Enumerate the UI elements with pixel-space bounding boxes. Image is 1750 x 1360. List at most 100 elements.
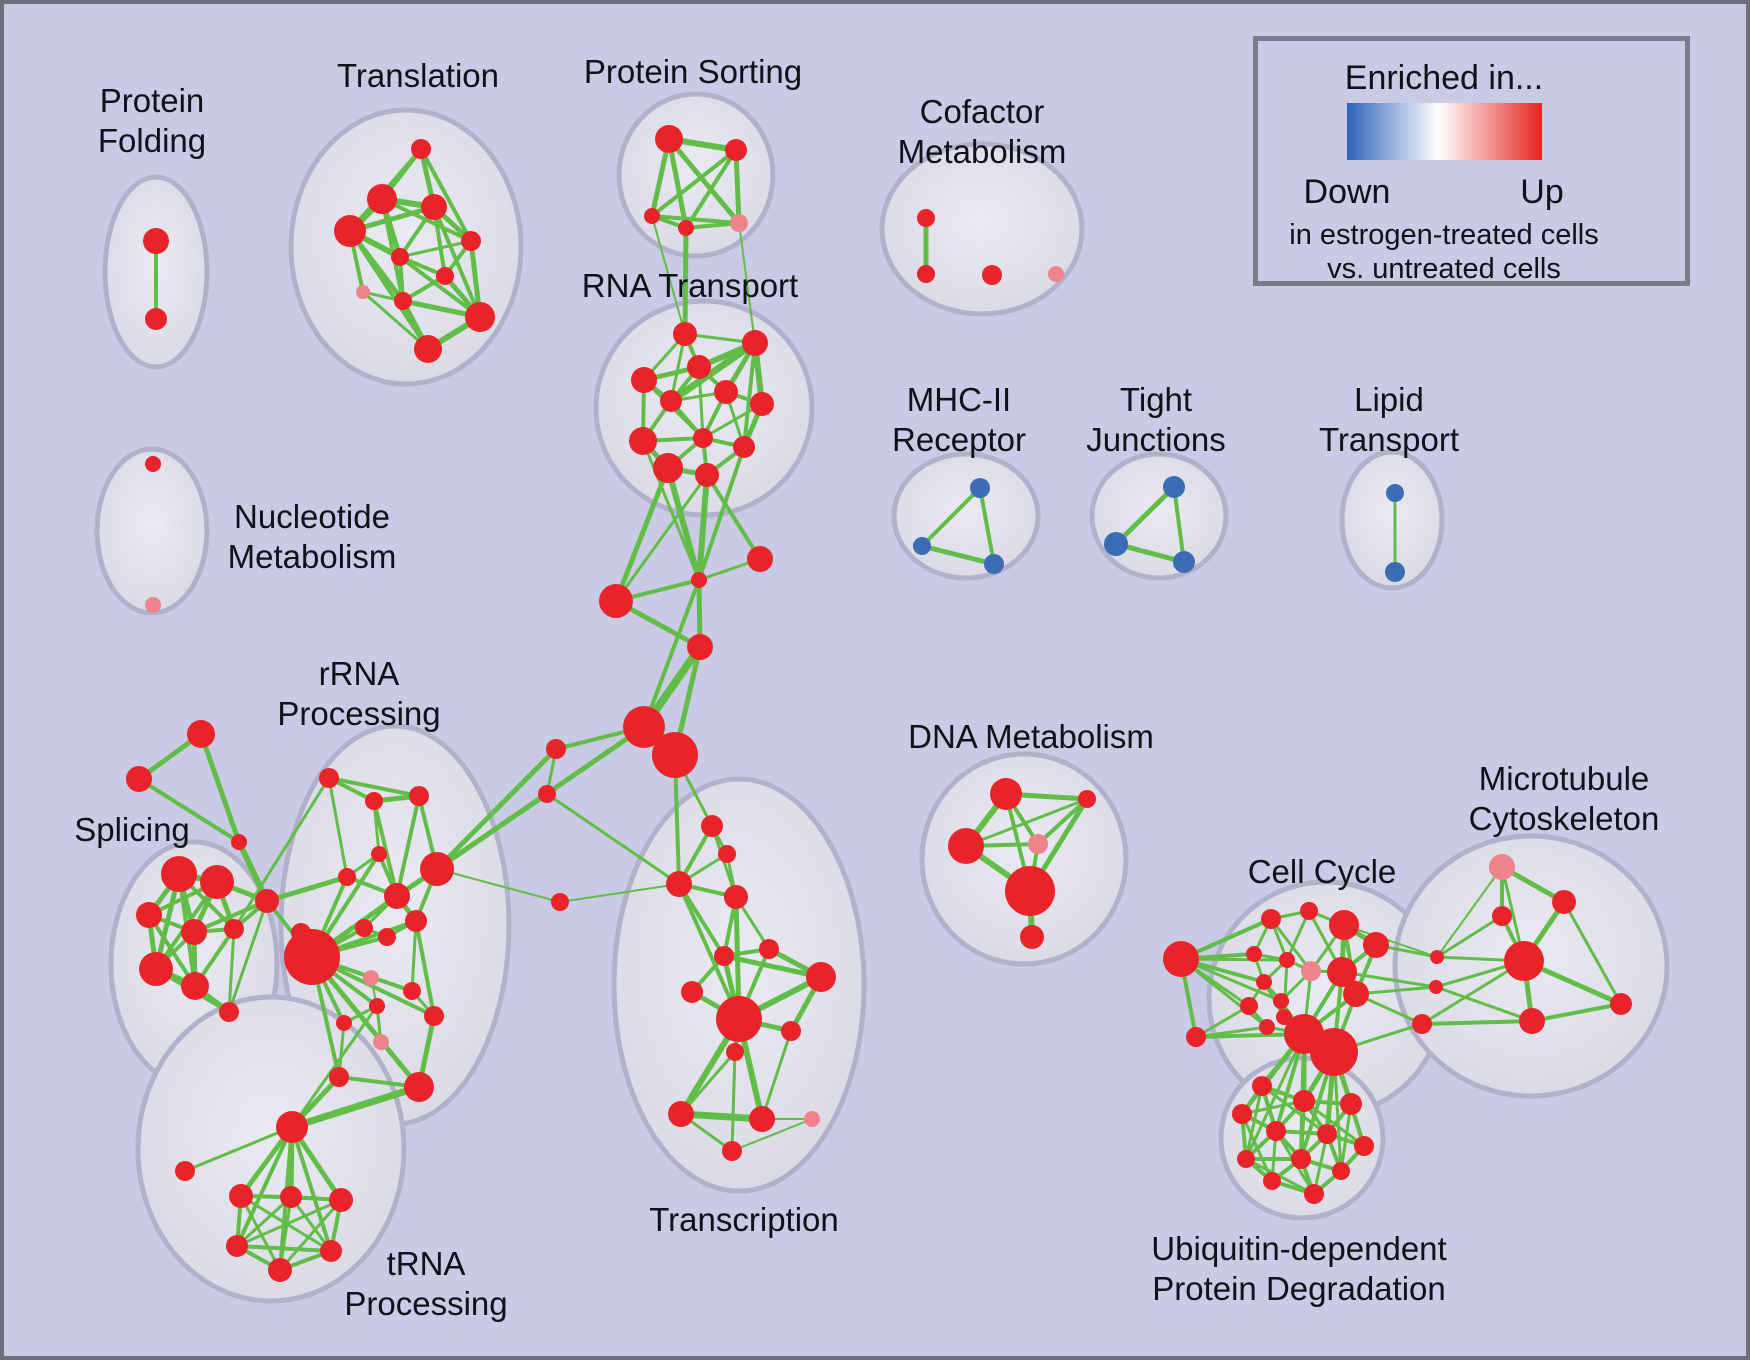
node-nb[interactable]	[599, 584, 633, 618]
node-tr2[interactable]	[718, 845, 736, 863]
node-x2[interactable]	[126, 766, 152, 792]
node-cc3[interactable]	[1329, 910, 1359, 940]
node-ra12[interactable]	[369, 998, 385, 1014]
node-ra2[interactable]	[365, 792, 383, 810]
node-hubb[interactable]	[652, 732, 698, 778]
node-ra14[interactable]	[424, 1006, 444, 1026]
node-s1[interactable]	[161, 856, 197, 892]
node-tl[interactable]	[175, 1161, 195, 1181]
node-rt4[interactable]	[687, 355, 711, 379]
node-ra5[interactable]	[338, 868, 356, 886]
node-tj1[interactable]	[1163, 476, 1185, 498]
node-t4[interactable]	[334, 215, 366, 247]
node-tr1[interactable]	[701, 815, 723, 837]
node-s8[interactable]	[219, 1002, 239, 1022]
node-rt1[interactable]	[673, 322, 697, 346]
node-ub5[interactable]	[1266, 1121, 1286, 1141]
node-ra3[interactable]	[409, 786, 429, 806]
node-cm2[interactable]	[917, 265, 935, 283]
node-tn6[interactable]	[268, 1258, 292, 1282]
node-ps5[interactable]	[730, 214, 748, 232]
node-cc1[interactable]	[1261, 909, 1281, 929]
node-pf2[interactable]	[145, 308, 167, 330]
node-tr15[interactable]	[722, 1141, 742, 1161]
node-rp2[interactable]	[373, 1034, 389, 1050]
node-cm4[interactable]	[1048, 266, 1064, 282]
node-s7[interactable]	[181, 972, 209, 1000]
node-s5[interactable]	[224, 919, 244, 939]
node-cc10[interactable]	[1343, 981, 1369, 1007]
node-d5[interactable]	[1005, 866, 1055, 916]
node-d6[interactable]	[1020, 925, 1044, 949]
node-ps3[interactable]	[644, 208, 660, 224]
node-ub6[interactable]	[1317, 1124, 1337, 1144]
node-nm1[interactable]	[145, 456, 161, 472]
node-tr5[interactable]	[759, 939, 779, 959]
node-cm3[interactable]	[982, 265, 1002, 285]
node-tr9[interactable]	[716, 996, 762, 1042]
node-mh3[interactable]	[984, 554, 1004, 574]
node-ub9[interactable]	[1291, 1149, 1311, 1169]
node-ub1[interactable]	[1252, 1076, 1272, 1096]
node-tj3[interactable]	[1173, 551, 1195, 573]
node-x3[interactable]	[231, 834, 247, 850]
node-mh1[interactable]	[970, 478, 990, 498]
node-huba[interactable]	[623, 706, 665, 748]
node-d1[interactable]	[990, 778, 1022, 810]
node-ub3[interactable]	[1340, 1093, 1362, 1115]
node-tr10[interactable]	[781, 1021, 801, 1041]
node-s4[interactable]	[181, 919, 207, 945]
node-cc2[interactable]	[1300, 902, 1318, 920]
node-tj2[interactable]	[1104, 532, 1128, 556]
node-ub4[interactable]	[1232, 1104, 1252, 1124]
node-ra10[interactable]	[378, 928, 396, 946]
node-lt1[interactable]	[1386, 484, 1404, 502]
node-cc7[interactable]	[1301, 961, 1321, 981]
node-r2[interactable]	[747, 546, 773, 572]
node-ra4[interactable]	[371, 846, 387, 862]
node-t5[interactable]	[461, 231, 481, 251]
node-rt10[interactable]	[733, 436, 755, 458]
node-ps1[interactable]	[655, 125, 683, 153]
node-d4[interactable]	[1028, 834, 1048, 854]
node-tn2[interactable]	[280, 1186, 302, 1208]
node-ra16[interactable]	[404, 1072, 434, 1102]
node-ra11[interactable]	[403, 982, 421, 1000]
node-tn4[interactable]	[226, 1235, 248, 1257]
node-tr7[interactable]	[806, 962, 836, 992]
node-t7[interactable]	[436, 267, 454, 285]
node-mj2[interactable]	[1429, 980, 1443, 994]
node-t1[interactable]	[411, 139, 431, 159]
node-rt3[interactable]	[631, 367, 657, 393]
node-tr11[interactable]	[726, 1043, 744, 1061]
node-rt2[interactable]	[742, 330, 768, 356]
node-ps2[interactable]	[725, 139, 747, 161]
node-ra13[interactable]	[336, 1015, 352, 1031]
node-lt2[interactable]	[1385, 562, 1405, 582]
node-tr8[interactable]	[681, 981, 703, 1003]
node-cm1[interactable]	[917, 209, 935, 227]
node-s2[interactable]	[200, 865, 234, 899]
node-t3[interactable]	[421, 194, 447, 220]
node-d3[interactable]	[948, 828, 984, 864]
node-rb[interactable]	[420, 852, 454, 886]
node-rt8[interactable]	[629, 427, 657, 455]
node-mj3[interactable]	[1412, 1014, 1432, 1034]
node-ra9[interactable]	[355, 919, 373, 937]
node-x5[interactable]	[551, 893, 569, 911]
node-cco1[interactable]	[1163, 941, 1199, 977]
node-cc16[interactable]	[1310, 1028, 1358, 1076]
node-cc12[interactable]	[1273, 993, 1289, 1009]
node-ub8[interactable]	[1237, 1150, 1255, 1168]
node-mj1[interactable]	[1430, 950, 1444, 964]
node-ra7[interactable]	[405, 910, 427, 932]
node-x4b[interactable]	[538, 785, 556, 803]
node-rt9[interactable]	[693, 428, 713, 448]
node-t9[interactable]	[394, 292, 412, 310]
node-j1[interactable]	[691, 572, 707, 588]
node-s3[interactable]	[136, 902, 162, 928]
node-tn1[interactable]	[229, 1184, 253, 1208]
node-mh2[interactable]	[913, 537, 931, 555]
node-ub7[interactable]	[1354, 1136, 1374, 1156]
node-cc6[interactable]	[1279, 952, 1295, 968]
